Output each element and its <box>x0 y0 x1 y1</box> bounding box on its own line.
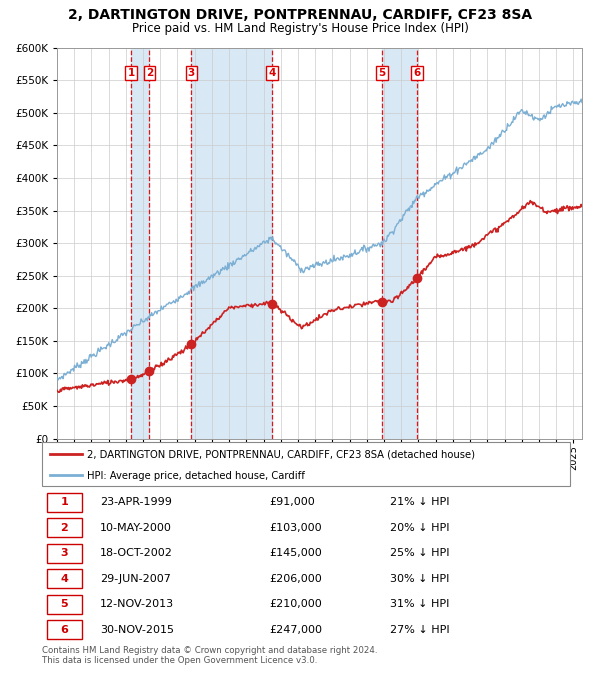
Text: 27% ↓ HPI: 27% ↓ HPI <box>391 625 450 635</box>
Text: £103,000: £103,000 <box>269 523 322 533</box>
Text: £91,000: £91,000 <box>269 497 315 507</box>
Text: 1: 1 <box>61 497 68 507</box>
Text: 6: 6 <box>61 625 68 635</box>
Text: Contains HM Land Registry data © Crown copyright and database right 2024.
This d: Contains HM Land Registry data © Crown c… <box>42 646 377 666</box>
Text: 2, DARTINGTON DRIVE, PONTPRENNAU, CARDIFF, CF23 8SA (detached house): 2, DARTINGTON DRIVE, PONTPRENNAU, CARDIF… <box>87 449 475 460</box>
FancyBboxPatch shape <box>47 544 82 563</box>
Bar <box>131 48 149 439</box>
FancyBboxPatch shape <box>47 493 82 512</box>
Text: 10-MAY-2000: 10-MAY-2000 <box>100 523 172 533</box>
FancyBboxPatch shape <box>47 595 82 614</box>
Text: £247,000: £247,000 <box>269 625 322 635</box>
Text: 5: 5 <box>61 599 68 609</box>
Text: £145,000: £145,000 <box>269 548 322 558</box>
Text: £210,000: £210,000 <box>269 599 322 609</box>
Bar <box>191 48 272 439</box>
Text: 29-JUN-2007: 29-JUN-2007 <box>100 574 171 584</box>
Text: 6: 6 <box>413 68 421 78</box>
FancyBboxPatch shape <box>47 518 82 537</box>
Text: 5: 5 <box>378 68 385 78</box>
Text: 20% ↓ HPI: 20% ↓ HPI <box>391 523 450 533</box>
Text: 31% ↓ HPI: 31% ↓ HPI <box>391 599 450 609</box>
Text: 18-OCT-2002: 18-OCT-2002 <box>100 548 173 558</box>
Text: 2: 2 <box>61 523 68 533</box>
Text: Price paid vs. HM Land Registry's House Price Index (HPI): Price paid vs. HM Land Registry's House … <box>131 22 469 35</box>
Text: 3: 3 <box>61 548 68 558</box>
FancyBboxPatch shape <box>47 620 82 639</box>
Text: 12-NOV-2013: 12-NOV-2013 <box>100 599 174 609</box>
Text: 2: 2 <box>146 68 153 78</box>
Text: 25% ↓ HPI: 25% ↓ HPI <box>391 548 450 558</box>
Text: 30-NOV-2015: 30-NOV-2015 <box>100 625 174 635</box>
FancyBboxPatch shape <box>47 569 82 588</box>
Text: 4: 4 <box>268 68 275 78</box>
FancyBboxPatch shape <box>42 442 570 486</box>
Text: 2, DARTINGTON DRIVE, PONTPRENNAU, CARDIFF, CF23 8SA: 2, DARTINGTON DRIVE, PONTPRENNAU, CARDIF… <box>68 8 532 22</box>
Text: 3: 3 <box>188 68 195 78</box>
Text: HPI: Average price, detached house, Cardiff: HPI: Average price, detached house, Card… <box>87 471 305 481</box>
Text: 23-APR-1999: 23-APR-1999 <box>100 497 172 507</box>
Text: 1: 1 <box>128 68 135 78</box>
Text: 21% ↓ HPI: 21% ↓ HPI <box>391 497 450 507</box>
Bar <box>382 48 417 439</box>
Text: 30% ↓ HPI: 30% ↓ HPI <box>391 574 450 584</box>
Text: £206,000: £206,000 <box>269 574 322 584</box>
Text: 4: 4 <box>61 574 68 584</box>
